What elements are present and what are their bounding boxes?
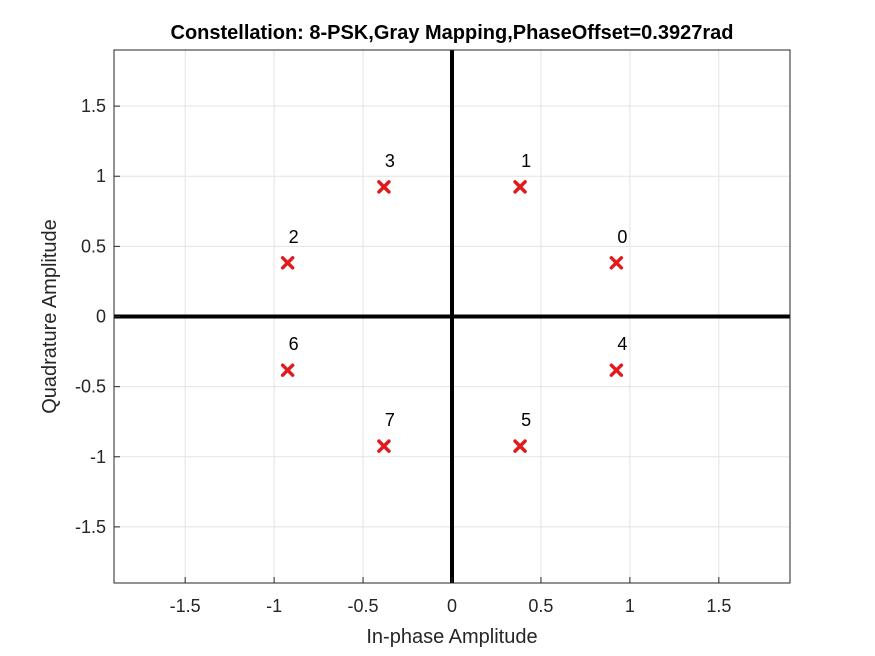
point-label-5: 5 — [521, 410, 531, 430]
x-tick-label: 1.5 — [706, 596, 731, 616]
x-tick-label: -1 — [266, 596, 282, 616]
constellation-point-0 — [609, 256, 624, 270]
constellation-point-6 — [280, 363, 295, 377]
chart-title: Constellation: 8-PSK,Gray Mapping,PhaseO… — [171, 22, 734, 44]
point-label-3: 3 — [385, 151, 395, 171]
x-axis-label: In-phase Amplitude — [366, 626, 537, 648]
y-tick-label: 1.5 — [81, 96, 106, 116]
constellation-point-5 — [513, 439, 527, 453]
y-tick-label: -1.5 — [75, 517, 106, 537]
y-tick-label: 1 — [96, 166, 106, 186]
y-tick-label: 0.5 — [81, 236, 106, 256]
marker-stroke — [609, 256, 624, 270]
constellation-point-7 — [377, 439, 391, 453]
marker-stroke — [513, 439, 527, 453]
marker-stroke — [513, 180, 527, 194]
zero-axis-lines — [114, 50, 790, 583]
point-label-7: 7 — [385, 410, 395, 430]
marker-stroke — [377, 180, 391, 194]
point-label-0: 0 — [617, 227, 627, 247]
y-tick-label: 0 — [96, 307, 106, 327]
constellation-point-3 — [377, 180, 391, 194]
x-tick-label: 0.5 — [528, 596, 553, 616]
point-label-6: 6 — [289, 334, 299, 354]
constellation-points: 0 1 3 2 6 7 5 4 — [280, 151, 627, 453]
y-tick-label: -1 — [90, 447, 106, 467]
x-tick-label: -0.5 — [348, 596, 379, 616]
point-label-2: 2 — [289, 227, 299, 247]
x-tick-label: -1.5 — [170, 596, 201, 616]
marker-stroke — [377, 439, 391, 453]
constellation-point-4 — [609, 363, 624, 377]
marker-stroke — [280, 363, 295, 377]
marker-stroke — [609, 363, 624, 377]
axis-ticks: -1.5 -1 -0.5 0 0.5 1 1.5 -1.5 -1 -0.5 0 0.5 1 1.5 — [75, 96, 731, 616]
point-label-4: 4 — [617, 334, 627, 354]
constellation-point-2 — [280, 256, 295, 270]
point-label-1: 1 — [521, 151, 531, 171]
x-tick-label: 1 — [625, 596, 635, 616]
y-axis-label: Quadrature Amplitude — [39, 219, 61, 414]
marker-stroke — [280, 256, 295, 270]
constellation-point-1 — [513, 180, 527, 194]
y-tick-label: -0.5 — [75, 377, 106, 397]
x-tick-label: 0 — [447, 596, 457, 616]
